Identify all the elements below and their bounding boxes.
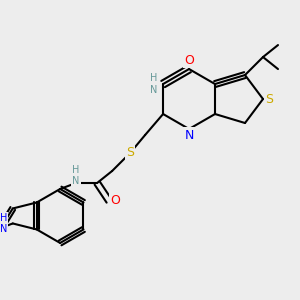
Text: S: S [126,146,134,160]
Text: H
N: H N [0,213,8,234]
Text: H
N: H N [150,73,158,95]
Text: S: S [265,92,273,106]
Text: O: O [184,53,194,67]
Text: H
N: H N [72,165,80,186]
Text: N: N [184,128,194,142]
Text: O: O [110,194,120,208]
